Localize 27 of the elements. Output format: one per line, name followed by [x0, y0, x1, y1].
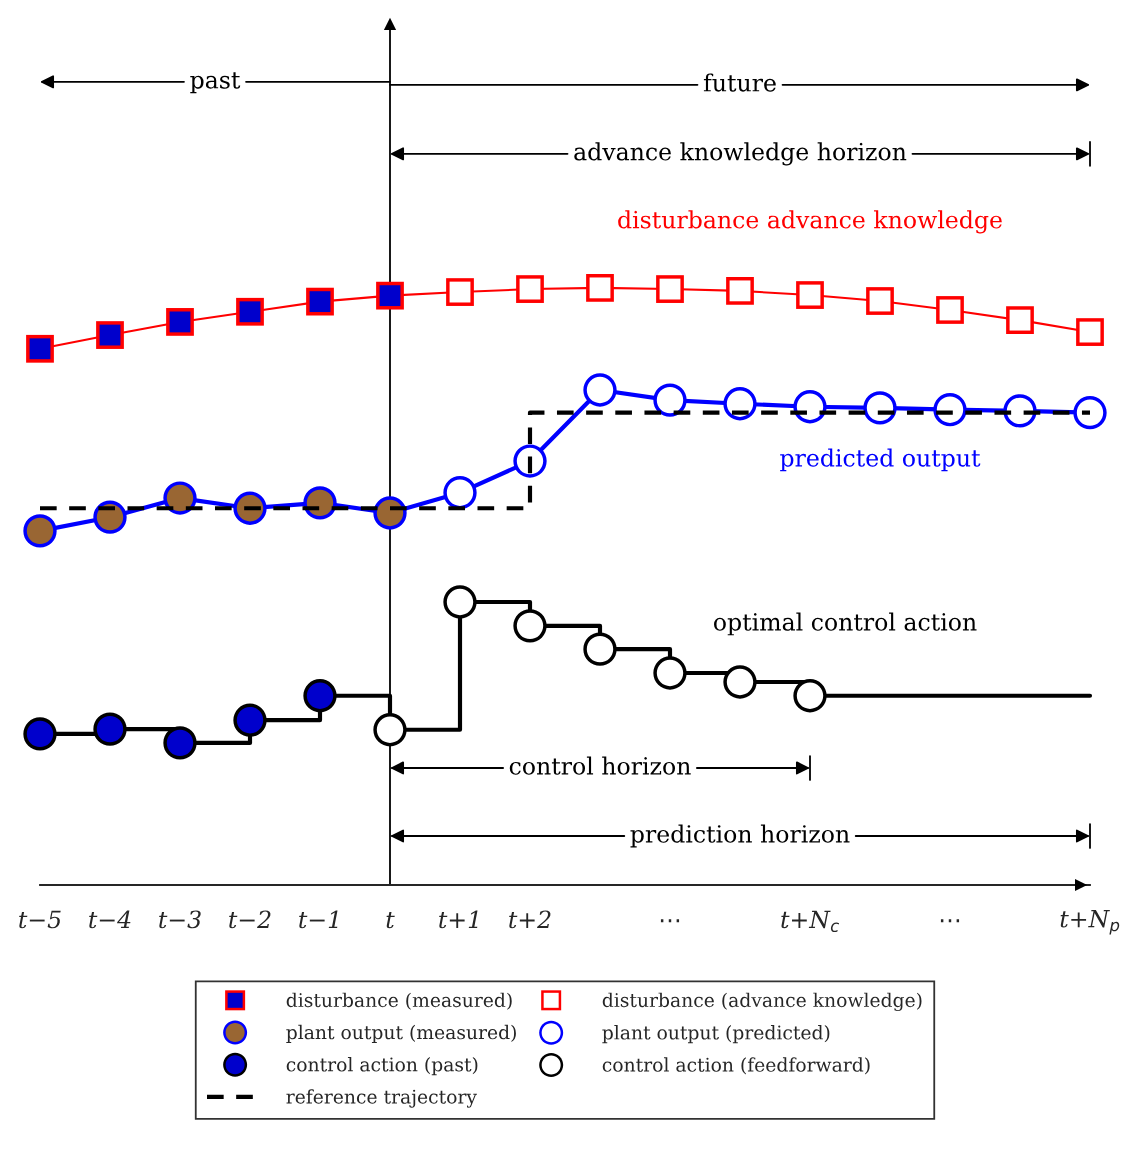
text: advance knowledge horizon [574, 142, 907, 166]
x-tick-label: t−1 [299, 910, 338, 929]
x-tick-label: ⋯ [660, 919, 680, 923]
legend-label: plant output (predicted) [602, 1025, 830, 1044]
legend-label: reference trajectory [286, 1089, 477, 1108]
legend-label: control action (feedforward) [602, 1057, 870, 1075]
x-tick-label: t−2 [229, 910, 271, 929]
text: past [190, 72, 241, 94]
x-tick-label: ⋯ [940, 919, 960, 923]
x-tick-label: t+N$_{c}$ [781, 910, 840, 933]
text: future [703, 73, 776, 92]
legend-label: disturbance (advance knowledge) [602, 992, 922, 1012]
text: disturbance advance knowledge [618, 210, 1002, 234]
x-tick-label: t−3 [159, 910, 201, 929]
legend-label: plant output (measured) [286, 1024, 516, 1043]
legend-label: disturbance (measured) [286, 992, 512, 1010]
annotation: prediction horizon [630, 824, 850, 848]
x-tick-label: t+1 [439, 910, 478, 929]
annotation: optimal control action [714, 612, 977, 636]
x-tick-label: t−4 [89, 910, 131, 929]
annotation: control horizon [509, 756, 691, 775]
x-tick-label: t+N$_{p}$ [1060, 910, 1120, 935]
legend-label: control action (past) [286, 1057, 478, 1076]
x-tick-label: t−5 [19, 910, 61, 929]
x-tick-label: t+2 [509, 910, 551, 929]
x-tick-label: t [386, 911, 395, 929]
annotation: predicted output [780, 448, 981, 472]
